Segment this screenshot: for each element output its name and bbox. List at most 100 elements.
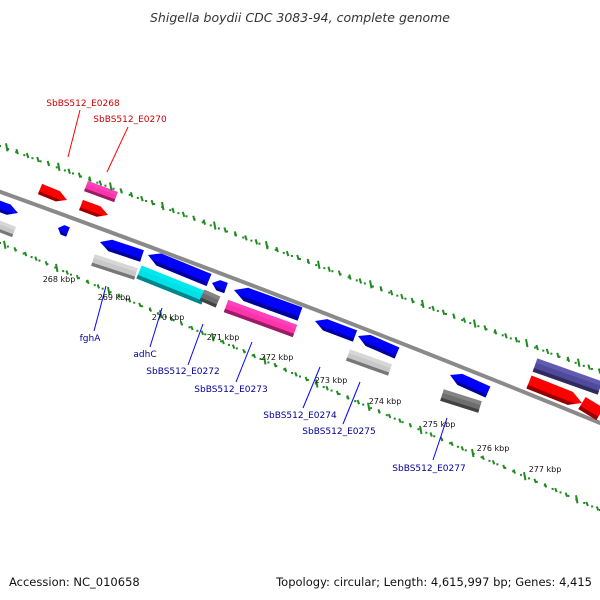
track-dot bbox=[15, 151, 18, 154]
scale-tick bbox=[252, 353, 257, 359]
scale-tick bbox=[25, 152, 30, 159]
track-dot bbox=[370, 407, 373, 410]
track-dot bbox=[496, 463, 499, 466]
track-dot bbox=[128, 193, 131, 196]
track-dot bbox=[542, 349, 545, 352]
scale-tick bbox=[577, 358, 581, 367]
gene-highlight bbox=[216, 280, 228, 287]
scale-tick bbox=[119, 188, 123, 194]
track-dot bbox=[420, 303, 423, 306]
gene-gray-E0277 bbox=[440, 389, 482, 413]
gene-shadow bbox=[199, 297, 217, 308]
gene-E0274 bbox=[315, 319, 358, 342]
gene-shadow bbox=[319, 325, 355, 342]
scale-tick bbox=[88, 176, 92, 182]
track-dot bbox=[393, 417, 396, 420]
track-dot bbox=[469, 322, 472, 325]
scale-tick bbox=[223, 227, 227, 233]
gene-shadow bbox=[37, 191, 62, 202]
scale-tick bbox=[265, 241, 269, 250]
track-dot bbox=[62, 270, 65, 273]
gene-shadow bbox=[0, 209, 13, 215]
scale-label: 274 kbp bbox=[369, 397, 402, 406]
scale-tick bbox=[317, 260, 321, 269]
track-dot bbox=[169, 209, 172, 212]
gene-shadow bbox=[526, 384, 575, 405]
gene-E0277 bbox=[450, 373, 491, 398]
leader-line bbox=[93, 285, 107, 332]
track-dot bbox=[401, 421, 404, 424]
track-dot bbox=[133, 301, 136, 304]
gene-shadow bbox=[578, 405, 599, 420]
scale-tick bbox=[481, 455, 485, 461]
gene-shadow bbox=[91, 262, 136, 280]
scale-tick bbox=[335, 390, 340, 396]
track-dot bbox=[477, 325, 480, 328]
track-dot bbox=[6, 245, 9, 248]
scale-tick bbox=[483, 325, 487, 331]
scale-label: 269 kbp bbox=[98, 293, 131, 302]
gene-label: SbBS512_E0275 bbox=[302, 427, 375, 437]
track-dot bbox=[164, 315, 167, 318]
gene-highlight bbox=[106, 239, 144, 255]
scale-tick bbox=[543, 483, 548, 488]
track-dot bbox=[363, 282, 366, 285]
track-dot bbox=[385, 414, 388, 417]
gene-shadow bbox=[136, 274, 203, 305]
track-dot bbox=[501, 334, 504, 337]
gene-shadow bbox=[79, 207, 103, 217]
gene-shadow bbox=[84, 188, 116, 203]
dotted-track-lines bbox=[0, 145, 600, 511]
gene-labels: 268 kbp 269 kbp 270 kbp 271 kbp 272 kbp 273 k… bbox=[43, 99, 562, 474]
scale-label: 276 kbp bbox=[477, 444, 510, 453]
scale-tick bbox=[202, 219, 207, 225]
leader-line bbox=[235, 341, 253, 383]
track-dot bbox=[55, 166, 58, 169]
track-dot bbox=[71, 172, 74, 175]
scale-tick bbox=[304, 376, 309, 382]
track-dot bbox=[355, 279, 358, 282]
track-dot bbox=[104, 184, 107, 187]
gene-E0270 bbox=[84, 180, 118, 203]
track-dot bbox=[371, 285, 374, 288]
track-dot bbox=[196, 329, 199, 332]
scale-tick bbox=[398, 418, 402, 423]
scale-tick bbox=[460, 446, 465, 451]
track-dot bbox=[449, 442, 451, 445]
scale-tick bbox=[150, 199, 155, 206]
gene-shadow bbox=[214, 286, 226, 294]
scale-tick bbox=[491, 459, 496, 465]
scale-label: 268 kbp bbox=[43, 275, 76, 284]
scale-tick bbox=[419, 425, 423, 435]
track-dot bbox=[488, 459, 491, 462]
track-dot bbox=[591, 505, 594, 508]
gene-blue-left bbox=[0, 200, 18, 215]
scale-tick bbox=[294, 372, 298, 377]
scale-tick bbox=[171, 207, 175, 214]
track-dot bbox=[96, 181, 99, 184]
track-dot bbox=[520, 473, 523, 476]
gene-adhC-region bbox=[148, 253, 212, 287]
scale-tick bbox=[575, 495, 579, 504]
track-dot bbox=[93, 284, 96, 287]
scale-tick bbox=[273, 362, 277, 368]
gene-highlight bbox=[40, 183, 65, 197]
track-dot bbox=[550, 352, 553, 355]
scale-tick bbox=[107, 286, 111, 296]
scale-tick bbox=[554, 487, 558, 493]
scale-tick bbox=[493, 329, 498, 335]
scale-tick bbox=[348, 274, 352, 280]
scale-tick bbox=[387, 413, 392, 419]
scale-tick bbox=[585, 501, 589, 507]
gene-shadow bbox=[152, 259, 208, 287]
scale-label: 270 kbp bbox=[152, 313, 185, 322]
gene-highlight bbox=[535, 358, 600, 386]
scale-tick bbox=[159, 310, 163, 319]
track-dot bbox=[338, 393, 341, 396]
scale-tick bbox=[525, 338, 529, 348]
leader-line bbox=[106, 126, 129, 173]
gene-label: fghA bbox=[80, 334, 102, 344]
scale-tick bbox=[337, 270, 342, 276]
gene-label: SbBS512_E0273 bbox=[194, 385, 267, 395]
scale-tick bbox=[431, 305, 435, 312]
